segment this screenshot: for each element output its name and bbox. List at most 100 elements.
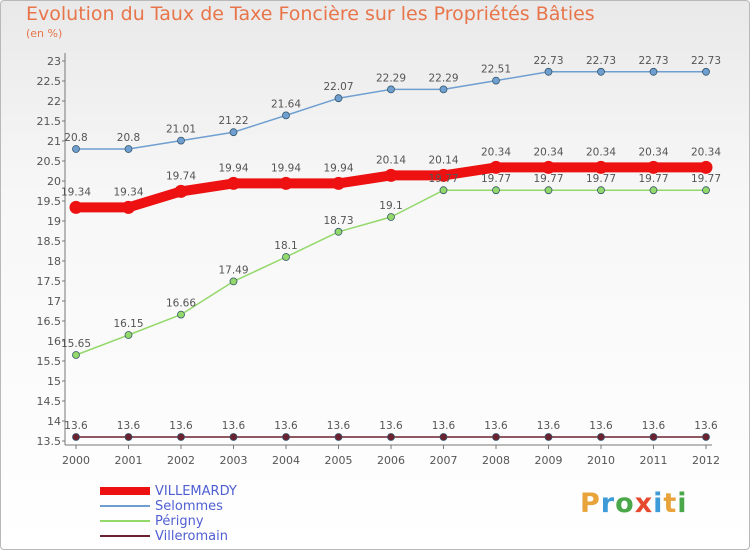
legend-swatch: [100, 487, 150, 495]
data-label: 20.34: [533, 146, 563, 158]
data-label: 16.66: [166, 298, 196, 310]
series-point: [439, 186, 448, 195]
y-tick-label: 13.5: [37, 435, 62, 448]
chart-data-labels: 19.34 19.34 19.74 19.94 19.94 19.94 20.14 20.14…: [61, 55, 721, 432]
data-label: 13.6: [694, 420, 718, 432]
data-label: 20.34: [586, 146, 616, 158]
x-tick-label: 2012: [692, 454, 720, 467]
y-tick-label: 14: [47, 415, 61, 428]
y-tick-label: 23: [47, 55, 61, 68]
legend-label: Périgny: [155, 514, 204, 529]
y-tick-label: 18.5: [37, 235, 62, 248]
data-label: 16.15: [113, 318, 143, 330]
data-label: 20.34: [691, 146, 721, 158]
series-point: [544, 67, 553, 76]
chart-axes: 13.5 14 14.5 15 15.5 16 16.5 17 17.5 18 18.5 19 19.5…: [37, 53, 720, 467]
data-label: 13.6: [379, 420, 403, 432]
data-label: 19.77: [691, 173, 721, 185]
x-tick-label: 2001: [115, 454, 143, 467]
series-point: [124, 433, 133, 441]
series-point: [124, 331, 133, 339]
x-tick-label: 2009: [535, 454, 563, 467]
y-tick-label: 20.5: [37, 155, 62, 168]
y-tick-label: 16: [47, 335, 61, 348]
data-label: 22.73: [586, 55, 616, 67]
brand-logo-letter: r: [600, 488, 616, 519]
chart-subtitle: (en %): [26, 27, 63, 40]
data-label: 22.73: [533, 55, 563, 67]
series-point: [227, 176, 240, 190]
series-point: [229, 277, 238, 286]
data-label: 18.1: [274, 240, 297, 252]
data-label: 19.94: [323, 162, 353, 174]
y-tick-label: 14.5: [37, 395, 62, 408]
series-point: [597, 186, 605, 195]
data-label: 22.29: [376, 72, 406, 84]
brand-logo-letter: P: [580, 488, 601, 519]
data-label: 19.94: [218, 162, 248, 174]
x-tick-label: 2003: [220, 454, 248, 467]
y-tick-label: 18: [47, 255, 61, 268]
legend-swatch: [100, 535, 150, 537]
data-label: 20.34: [638, 146, 668, 158]
series-point: [72, 145, 80, 153]
data-label: 19.94: [271, 162, 301, 174]
series-point: [282, 111, 290, 120]
series-point: [699, 160, 713, 174]
series-point: [177, 136, 185, 145]
series-point: [594, 160, 608, 174]
data-label: 20.14: [428, 154, 458, 166]
y-tick-label: 21: [47, 135, 61, 148]
brand-logo-letter: i: [677, 488, 688, 519]
legend-label: Villeromain: [155, 529, 228, 544]
series-point: [334, 94, 343, 103]
series-point: [124, 145, 133, 153]
y-tick-label: 20: [47, 175, 61, 188]
series-point: [492, 186, 500, 195]
data-label: 13.6: [484, 420, 508, 432]
series-point: [387, 85, 395, 94]
y-tick-label: 17.5: [37, 275, 62, 288]
y-tick-label: 22: [47, 95, 61, 108]
series-point: [492, 76, 500, 85]
series-point: [489, 160, 503, 174]
brand-logo-letter: o: [615, 488, 635, 519]
data-label: 19.34: [61, 186, 91, 198]
x-tick-label: 2005: [325, 454, 353, 467]
data-label: 13.6: [589, 420, 613, 432]
series-point: [649, 186, 658, 195]
y-tick-label: 15: [47, 375, 61, 388]
data-label: 15.65: [61, 338, 91, 350]
data-label: 19.34: [113, 186, 143, 198]
series-point: [282, 433, 290, 441]
data-label: 19.1: [379, 200, 402, 212]
data-label: 19.74: [166, 170, 196, 182]
x-tick-label: 2007: [430, 454, 458, 467]
data-label: 22.51: [481, 64, 511, 76]
legend-label: Selommes: [155, 499, 223, 514]
series-point: [492, 433, 500, 441]
data-label: 21.22: [218, 115, 248, 127]
data-label: 19.77: [533, 173, 563, 185]
data-label: 13.6: [169, 420, 193, 432]
series-point: [229, 433, 238, 441]
series-point: [72, 433, 80, 441]
x-tick-label: 2010: [587, 454, 615, 467]
data-label: 19.77: [428, 173, 458, 185]
series-point: [544, 433, 553, 441]
chart-title: Evolution du Taux de Taxe Foncière sur l…: [26, 3, 595, 25]
series-point: [122, 200, 135, 214]
brand-logo: Proxiti: [580, 488, 688, 519]
x-tick-label: 2000: [62, 454, 90, 467]
series-point: [437, 168, 450, 182]
series-point: [702, 67, 710, 76]
y-tick-label: 19.5: [37, 195, 62, 208]
series-point: [387, 213, 395, 221]
series-point: [702, 433, 710, 441]
series-point: [439, 433, 448, 441]
data-label: 19.77: [638, 173, 668, 185]
series-point: [387, 433, 395, 441]
series-point: [439, 85, 448, 94]
brand-logo-letter: x: [634, 488, 654, 519]
